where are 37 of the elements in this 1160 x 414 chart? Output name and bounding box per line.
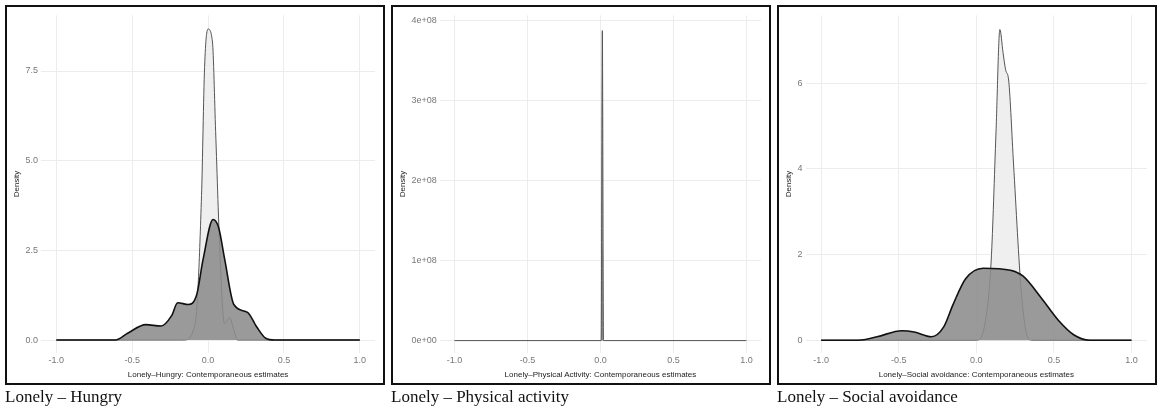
x-tick-label: 0.5 (1047, 355, 1061, 366)
y-axis-title: Density (12, 170, 21, 198)
y-axis-title: Density (398, 170, 407, 198)
y-tick-label: 2.5 (25, 244, 39, 255)
x-tick-label: 0.5 (277, 355, 291, 366)
y-tick-label: 5.0 (25, 155, 39, 166)
text: Lonely – Hungry (5, 387, 124, 407)
x-tick-label: 0.0 (201, 355, 215, 366)
y-tick-label: 2e+08 (411, 174, 437, 185)
text: Lonely – Physical activity (391, 387, 570, 407)
y-tick-label: 7.5 (25, 65, 39, 76)
y-tick-label: 1e+08 (411, 254, 437, 265)
x-tick-label: -1.0 (446, 355, 463, 366)
y-tick-label: 4 (797, 163, 803, 174)
y-tick-label: 0 (797, 334, 803, 345)
y-tick-label: 0.0 (25, 334, 39, 345)
x-tick-label: -0.5 (124, 355, 140, 366)
x-tick-label: -0.5 (519, 355, 536, 366)
x-tick-label: -1.0 (813, 355, 829, 366)
x-tick-label: 0.5 (667, 355, 680, 366)
y-tick-label: 0e+00 (411, 335, 437, 346)
x-tick-label: 1.0 (740, 355, 753, 366)
x-axis-title: Lonely–Social avoidance: Contemporaneous estimates (878, 370, 1074, 380)
x-tick-label: 0.0 (594, 355, 607, 366)
x-tick-label: -0.5 (890, 355, 907, 366)
y-tick-label: 2 (797, 248, 803, 259)
y-tick-label: 4e+08 (411, 14, 437, 25)
x-axis-title: Lonely–Hungry: Contemporaneous estimates (127, 370, 289, 380)
y-axis-title: Density (784, 170, 793, 198)
y-tick-label: 3e+08 (411, 94, 437, 105)
x-tick-label: 1.0 (1125, 355, 1138, 366)
x-tick-label: -1.0 (48, 355, 65, 366)
x-tick-label: 0.0 (970, 355, 983, 366)
x-tick-label: 1.0 (353, 355, 367, 366)
text: Lonely – Social avoidance (777, 387, 959, 407)
x-axis-title: Lonely–Physical Activity: Contemporaneous estimates (504, 370, 697, 380)
y-tick-label: 6 (797, 77, 803, 88)
